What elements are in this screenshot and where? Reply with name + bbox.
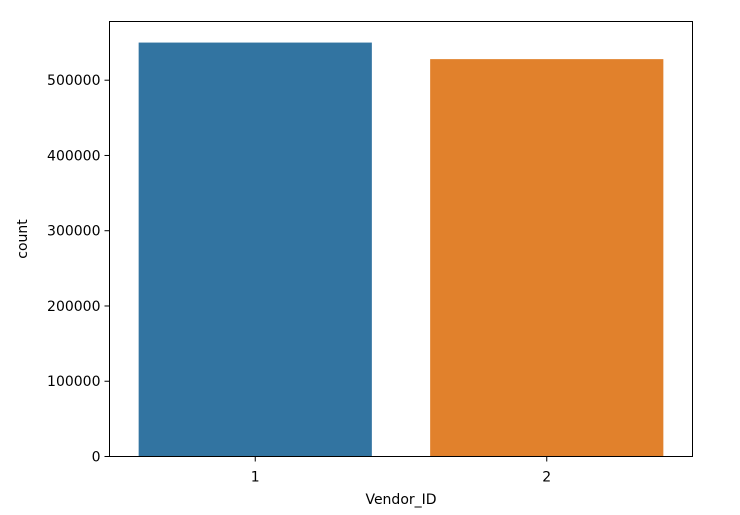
x-tick-label: 2 <box>542 470 551 486</box>
y-tick-label: 300000 <box>47 224 100 240</box>
bar-vendor-1 <box>138 42 372 457</box>
y-axis-label: count <box>15 219 31 259</box>
plot-area-frame <box>109 21 693 457</box>
y-tick-label: 100000 <box>47 374 100 390</box>
x-tick-label: 1 <box>251 470 260 486</box>
y-tick-label: 0 <box>92 450 101 466</box>
y-tick-label: 500000 <box>47 73 100 89</box>
y-axis-ticks: 0 100000 200000 300000 400000 500000 <box>47 73 110 466</box>
y-tick-label: 400000 <box>47 148 100 164</box>
bars-group <box>138 42 664 457</box>
x-axis-label: Vendor_ID <box>365 492 436 508</box>
bar-vendor-2 <box>430 59 664 457</box>
y-tick-label: 200000 <box>47 299 100 315</box>
